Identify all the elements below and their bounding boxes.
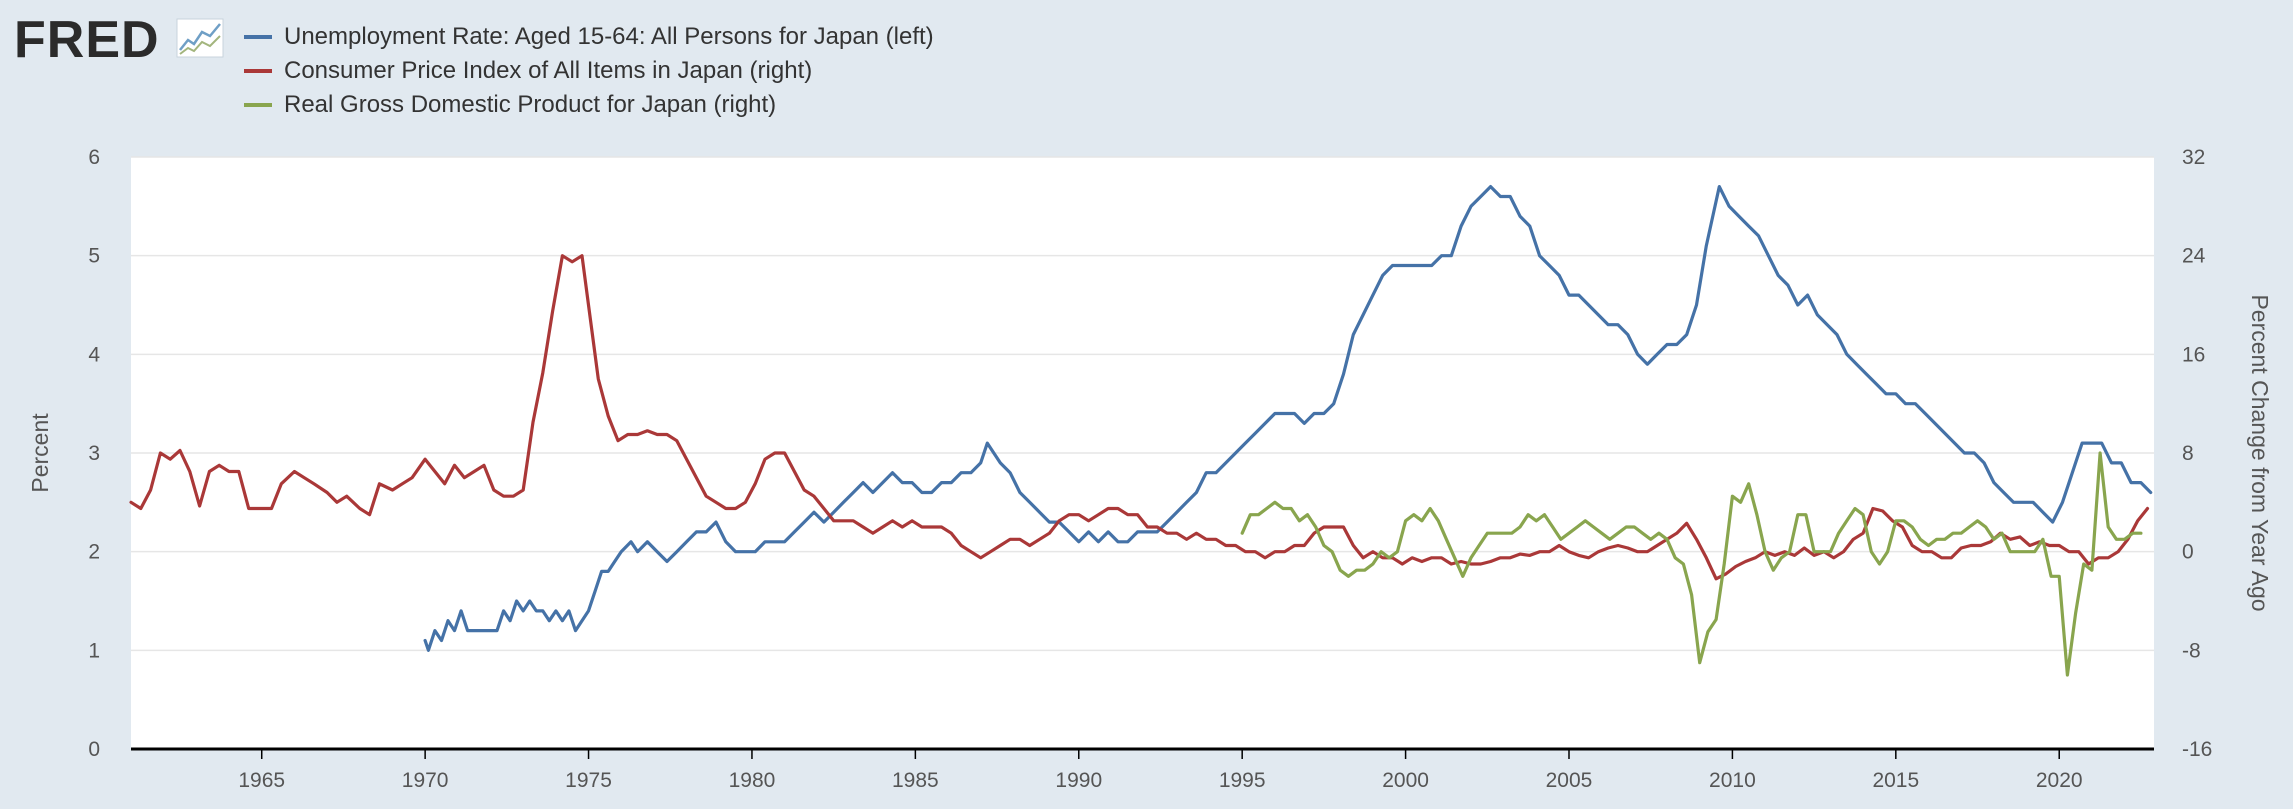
y-left-axis-title: Percent [27, 413, 53, 493]
series-layer [129, 185, 2153, 677]
x-tick-label: 1970 [402, 769, 449, 792]
series-line[interactable] [129, 254, 2150, 581]
legend-label: Real Gross Domestic Product for Japan (r… [284, 91, 777, 118]
x-tick-label: 1975 [565, 769, 612, 792]
x-tick-label: 1980 [729, 769, 776, 792]
y-left-tick-label: 3 [88, 442, 100, 465]
legend-swatch [244, 35, 272, 39]
y-right-tick-label: -16 [2182, 738, 2212, 761]
x-tick-label: 1995 [1219, 769, 1266, 792]
legend-item[interactable]: Unemployment Rate: Aged 15-64: All Perso… [244, 20, 934, 54]
x-tick-label: 2000 [1382, 769, 1429, 792]
x-tick-label: 2005 [1546, 769, 1593, 792]
legend-item[interactable]: Consumer Price Index of All Items in Jap… [244, 54, 934, 88]
y-left-tick-label: 0 [88, 738, 100, 761]
y-right-axis-title: Percent Change from Year Ago [2247, 294, 2273, 611]
y-left-tick-label: 1 [88, 639, 100, 662]
y-left-tick-label: 6 [88, 146, 100, 169]
x-tick-label: 2020 [2036, 769, 2083, 792]
x-tick-label: 1985 [892, 769, 939, 792]
x-axis-ticks: 1965 1970 1975 1980 1985 1990 1995 2000 2005 2010… [238, 749, 2083, 792]
y-right-tick-label: 8 [2182, 442, 2194, 465]
y-left-ticks: 0 1 2 3 4 5 6 [88, 146, 100, 761]
y-left-tick-label: 5 [88, 245, 100, 268]
x-tick-label: 1990 [1055, 769, 1102, 792]
fred-logo[interactable]: FRED [14, 14, 160, 66]
x-tick-label: 2015 [1872, 769, 1919, 792]
y-right-tick-label: 32 [2182, 146, 2205, 169]
x-tick-label: 2010 [1709, 769, 1756, 792]
legend-label: Consumer Price Index of All Items in Jap… [284, 57, 813, 84]
fred-wordmark: FRED [14, 11, 160, 69]
chart-legend: Unemployment Rate: Aged 15-64: All Perso… [244, 20, 934, 122]
y-right-tick-label: -8 [2182, 639, 2201, 662]
legend-item[interactable]: Real Gross Domestic Product for Japan (r… [244, 88, 934, 122]
legend-label: Unemployment Rate: Aged 15-64: All Perso… [284, 23, 934, 50]
legend-swatch [244, 69, 272, 73]
y-left-tick-label: 2 [88, 541, 100, 564]
fred-graph-icon [176, 18, 224, 58]
series-line[interactable] [1240, 451, 2143, 677]
y-right-tick-label: 24 [2182, 245, 2206, 268]
y-right-tick-label: 16 [2182, 343, 2205, 366]
series-line[interactable] [423, 185, 2153, 652]
legend-swatch [244, 103, 272, 107]
y-left-tick-label: 4 [88, 343, 100, 366]
y-right-ticks: -16 -8 0 8 16 24 32 [2182, 146, 2212, 761]
x-tick-label: 1965 [238, 769, 285, 792]
y-right-tick-label: 0 [2182, 541, 2194, 564]
